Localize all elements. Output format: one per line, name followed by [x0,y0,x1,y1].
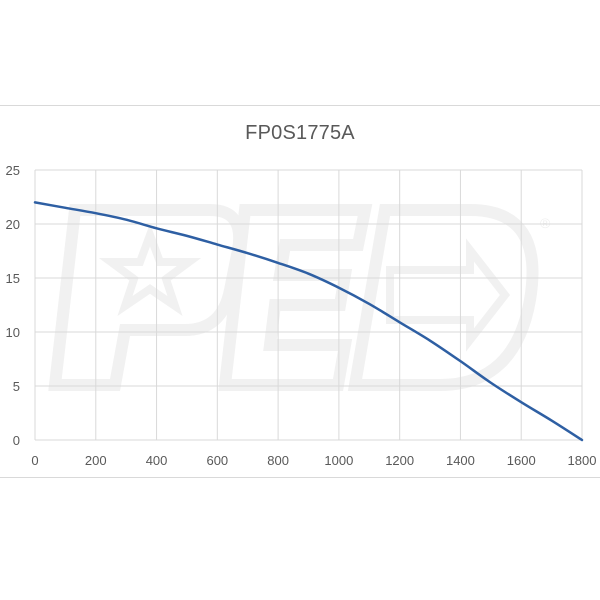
chart-bottom-border [0,477,600,478]
x-tick-label: 0 [31,453,38,468]
x-tick-label: 1600 [507,453,536,468]
x-tick-label: 800 [267,453,289,468]
x-tick-label: 600 [206,453,228,468]
y-tick-label: 5 [13,379,20,394]
x-tick-label: 200 [85,453,107,468]
y-tick-label: 15 [6,271,20,286]
y-tick-label: 20 [6,217,20,232]
ped-logo-watermark-icon: ® [48,204,551,391]
series-line [33,201,584,442]
x-tick-label: 1200 [385,453,414,468]
y-tick-label: 0 [13,433,20,448]
chart-top-border [0,105,600,106]
registered-mark: ® [540,215,551,231]
y-tick-label: 25 [6,163,20,178]
x-tick-label: 400 [146,453,168,468]
x-tick-label: 1400 [446,453,475,468]
chart-title: FP0S1775A [245,122,355,144]
x-tick-label: 1000 [324,453,353,468]
y-tick-label: 10 [6,325,20,340]
x-tick-label: 1800 [568,453,597,468]
